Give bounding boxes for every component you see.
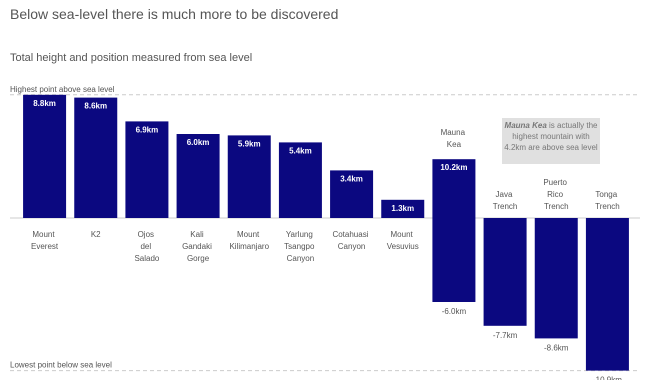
value-label: 8.8km xyxy=(33,99,56,108)
category-label: Java Trench xyxy=(493,190,518,211)
bar xyxy=(125,121,169,218)
category-label: Ojos del Salado xyxy=(134,230,159,263)
category-label: Mount Everest xyxy=(31,230,59,251)
annotation: Mauna Kea is actually the highest mounta… xyxy=(502,118,600,164)
category-label: K2 xyxy=(91,230,101,239)
annotation-emphasis: Mauna Kea xyxy=(504,121,547,130)
value-label: -10.9km xyxy=(593,376,622,380)
value-label: -6.0km xyxy=(442,307,467,316)
category-label: Kali Gandaki Gorge xyxy=(182,230,214,263)
chart-title: Below sea-level there is much more to be… xyxy=(10,6,338,22)
bar xyxy=(585,218,629,371)
bar xyxy=(74,97,118,218)
reference-label: Lowest point below sea level xyxy=(10,361,112,370)
category-label: Mount Vesuvius xyxy=(387,230,419,251)
value-label: -8.6km xyxy=(544,343,569,352)
bar xyxy=(176,134,220,218)
reference-label: Highest point above sea level xyxy=(10,85,115,94)
category-label: Yarlung Tsangpo Canyon xyxy=(284,230,316,263)
category-label: Puerto Rico Trench xyxy=(543,178,569,211)
category-label: Mauna Kea xyxy=(441,128,468,149)
bar xyxy=(483,218,527,326)
category-label: Tonga Trench xyxy=(595,190,620,211)
value-label: 8.6km xyxy=(84,102,107,111)
category-label: Mount Kilimanjaro xyxy=(229,230,269,251)
bar xyxy=(23,94,67,218)
bar xyxy=(330,170,374,218)
value-label: 6.9km xyxy=(136,125,159,134)
total-label: 10.2km xyxy=(440,163,467,172)
value-label: 1.3km xyxy=(391,204,414,213)
value-label: -7.7km xyxy=(493,331,518,340)
value-label: 5.9km xyxy=(238,139,261,148)
bar xyxy=(534,218,578,339)
bar xyxy=(278,142,322,218)
annotation-text: is actually the highest mountain with 4.… xyxy=(504,121,598,152)
bar xyxy=(227,135,271,218)
value-label: 5.4km xyxy=(289,146,312,155)
value-label: 3.4km xyxy=(340,174,363,183)
bar xyxy=(432,159,476,302)
value-label: 6.0km xyxy=(187,138,210,147)
category-label: Cotahuasi Canyon xyxy=(332,230,370,251)
chart-subtitle: Total height and position measured from … xyxy=(10,52,252,64)
bar xyxy=(381,199,425,218)
